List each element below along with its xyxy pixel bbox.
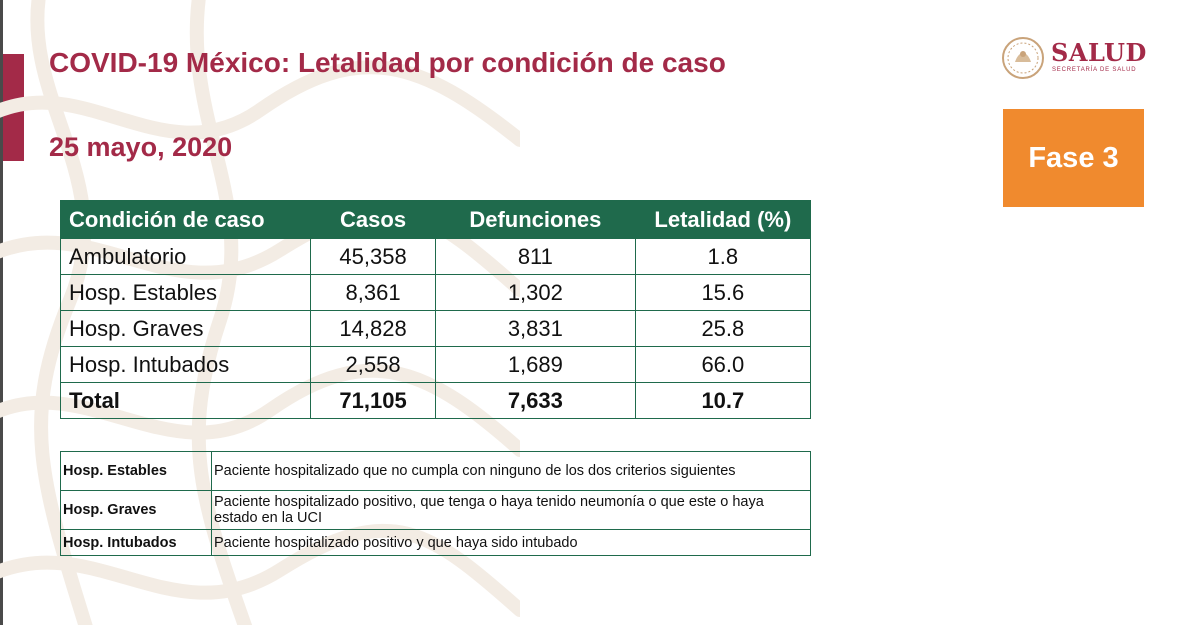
table-header-row: Condición de caso Casos Defunciones Leta… [59,200,812,239]
national-seal-icon [1002,37,1044,79]
definition-term: Hosp. Graves [60,490,212,530]
table-cell: 14,828 [310,310,436,347]
table-cell: Hosp. Estables [59,274,312,311]
phase-badge: Fase 3 [1003,109,1144,207]
column-header: Casos [310,200,436,239]
table-cell: 1.8 [634,238,812,275]
accent-bar [3,54,24,161]
salud-logo: SALUD SECRETARÍA DE SALUD [1001,36,1146,82]
definition-row: Hosp. Estables Paciente hospitalizado qu… [60,451,811,491]
table-cell: 2,558 [310,346,436,383]
table-cell: 1,689 [435,346,636,383]
table-cell: 1,302 [435,274,636,311]
table-row: Hosp. Graves 14,828 3,831 25.8 [59,310,812,347]
column-header: Condición de caso [59,200,312,239]
total-cell: 71,105 [310,382,436,419]
table-cell: 66.0 [634,346,812,383]
column-header: Letalidad (%) [634,200,812,239]
logo-subtitle: SECRETARÍA DE SALUD [1052,67,1137,73]
definition-row: Hosp. Graves Paciente hospitalizado posi… [60,490,811,530]
table-cell: Hosp. Graves [59,310,312,347]
definition-row: Hosp. Intubados Paciente hospitalizado p… [60,529,811,556]
table-cell: 3,831 [435,310,636,347]
table-cell: 8,361 [310,274,436,311]
page-title: COVID-19 México: Letalidad por condición… [49,47,726,78]
total-cell: 10.7 [634,382,812,419]
left-edge-line [0,0,3,625]
report-date: 25 mayo, 2020 [49,132,233,162]
table-row: Ambulatorio 45,358 811 1.8 [59,238,812,275]
total-cell: 7,633 [435,382,636,419]
table-cell: 45,358 [310,238,436,275]
logo-name: SALUD [1051,38,1147,67]
table-cell: Hosp. Intubados [59,346,312,383]
lethality-table: Condición de caso Casos Defunciones Leta… [59,200,812,419]
definition-term: Hosp. Estables [60,451,212,491]
definition-text: Paciente hospitalizado que no cumpla con… [211,451,811,491]
total-cell: Total [59,382,312,419]
table-cell: Ambulatorio [59,238,312,275]
definition-term: Hosp. Intubados [60,529,212,556]
table-row: Hosp. Estables 8,361 1,302 15.6 [59,274,812,311]
column-header: Defunciones [435,200,636,239]
table-cell: 811 [435,238,636,275]
definition-text: Paciente hospitalizado positivo, que ten… [211,490,811,530]
definitions-table: Hosp. Estables Paciente hospitalizado qu… [60,451,811,556]
table-cell: 25.8 [634,310,812,347]
definition-text: Paciente hospitalizado positivo y que ha… [211,529,811,556]
total-row: Total 71,105 7,633 10.7 [59,382,812,419]
table-row: Hosp. Intubados 2,558 1,689 66.0 [59,346,812,383]
table-cell: 15.6 [634,274,812,311]
